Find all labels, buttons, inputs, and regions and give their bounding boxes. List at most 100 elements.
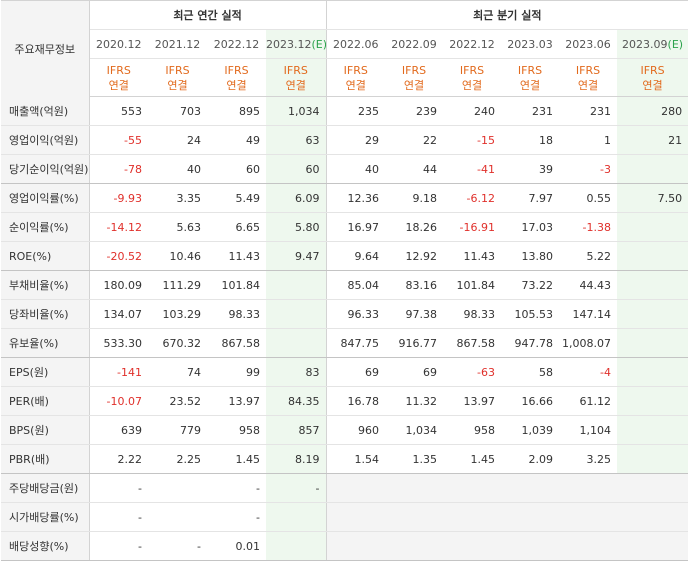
value-cell: 5.80 [266,212,327,242]
period-label: 2022.12 [213,37,260,51]
value-cell: 3.25 [559,444,618,474]
ifrs-link[interactable]: IFRS 연결 [89,58,148,97]
row-label: 시가배당률(%) [1,502,90,532]
row-label: PER(배) [1,386,90,416]
value-cell: 280 [617,96,689,126]
value-cell: 99 [207,357,266,387]
value-cell: 83 [266,357,327,387]
value-cell: 16.66 [501,386,560,416]
value-cell: 6.65 [207,212,266,242]
value-cell [617,154,689,184]
value-cell: - [89,473,148,503]
table-row: 부채비율(%) 180.09 111.29 101.84 85.04 83.16 101.8… [1,270,689,300]
consolidated-label: 연결 [577,78,599,92]
value-cell: 1 [559,125,618,155]
value-cell: 101.84 [207,270,266,300]
value-cell: - [207,473,266,503]
value-cell [443,473,502,503]
ifrs-link[interactable]: IFRS 연결 [617,58,689,97]
value-cell: -6.12 [443,183,502,213]
value-cell: 10.46 [148,241,207,271]
ifrs-link[interactable]: IFRS 연결 [266,58,327,97]
table-row: PBR(배) 2.22 2.25 1.45 8.19 1.54 1.35 1.45 2.09 3.… [1,444,689,474]
value-cell: 180.09 [89,270,148,300]
row-label: 영업이익률(%) [1,183,90,213]
period-label: 2023.12 [266,37,312,51]
value-cell: 16.97 [326,212,386,242]
row-label: 순이익률(%) [1,212,90,242]
value-cell: 85.04 [326,270,386,300]
ifrs-label: IFRS [224,63,249,77]
period-label: 2022.06 [333,37,379,51]
ifrs-row: IFRS 연결 IFRS 연결 IFRS 연결 IFRS 연결 IFRS 연결 IFRS 연결 IFRS… [1,58,689,97]
value-cell: 63 [266,125,327,155]
value-cell: 958 [443,415,502,445]
table-row: 영업이익률(%) -9.93 3.35 5.49 6.09 12.36 9.18 -6.12 7… [1,183,689,213]
ifrs-label: IFRS [640,63,665,77]
value-cell: 73.22 [501,270,560,300]
ifrs-link[interactable]: IFRS 연결 [148,58,207,97]
corner-label: 주요재무정보 [1,0,90,97]
value-cell [617,415,689,445]
ifrs-link[interactable]: IFRS 연결 [559,58,618,97]
period-header: 2020.12 [89,29,148,59]
quarter-group-header: 최근 분기 실적 [326,0,689,30]
value-cell: -16.91 [443,212,502,242]
ifrs-link[interactable]: IFRS 연결 [501,58,560,97]
value-cell: -9.93 [89,183,148,213]
value-cell: 1,034 [385,415,444,445]
value-cell: -78 [89,154,148,184]
ifrs-label: IFRS [165,63,190,77]
value-cell: - [207,502,266,532]
ifrs-link[interactable]: IFRS 연결 [326,58,386,97]
value-cell [559,502,618,532]
value-cell: 1.45 [207,444,266,474]
value-cell: 16.78 [326,386,386,416]
value-cell: 947.78 [501,328,560,358]
value-cell [617,328,689,358]
value-cell: 134.07 [89,299,148,329]
value-cell [385,473,444,503]
period-header: 2022.06 [326,29,386,59]
table-header: 주요재무정보 최근 연간 실적 최근 분기 실적 2020.12 2021.12 2… [1,0,689,97]
value-cell: 1.35 [385,444,444,474]
value-cell: 8.19 [266,444,327,474]
value-cell: 1.45 [443,444,502,474]
value-cell: 2.22 [89,444,148,474]
ifrs-link[interactable]: IFRS 연결 [443,58,502,97]
ifrs-label: IFRS [401,63,427,77]
value-cell: 12.92 [385,241,444,271]
value-cell: 13.97 [207,386,266,416]
value-cell: 779 [148,415,207,445]
value-cell: 18 [501,125,560,155]
value-cell [559,531,618,561]
ifrs-label: IFRS [575,63,601,77]
row-label: 매출액(억원) [1,96,90,126]
period-header: 2023.03 [501,29,560,59]
row-label: 당좌비율(%) [1,299,90,329]
value-cell: 6.09 [266,183,327,213]
consolidated-label: 연결 [519,78,541,92]
value-cell: 29 [326,125,386,155]
period-label: 2023.09 [622,37,668,51]
value-cell: 235 [326,96,386,126]
ifrs-link[interactable]: IFRS 연결 [207,58,266,97]
value-cell [385,531,444,561]
ifrs-link[interactable]: IFRS 연결 [385,58,444,97]
value-cell [501,531,560,561]
row-label: 배당성향(%) [1,531,90,561]
table-row: EPS(원) -141 74 99 83 69 69 -63 58 -4 [1,357,689,387]
value-cell: -14.12 [89,212,148,242]
value-cell [148,473,207,503]
ifrs-label: IFRS [459,63,485,77]
value-cell: 895 [207,96,266,126]
table-row: 순이익률(%) -14.12 5.63 6.65 5.80 16.97 18.26 -16.9… [1,212,689,242]
value-cell: 1,039 [501,415,560,445]
period-label: 2023.06 [565,37,611,51]
value-cell: 22 [385,125,444,155]
value-cell [501,502,560,532]
value-cell: 867.58 [207,328,266,358]
value-cell: 5.22 [559,241,618,271]
value-cell: - [148,531,207,561]
